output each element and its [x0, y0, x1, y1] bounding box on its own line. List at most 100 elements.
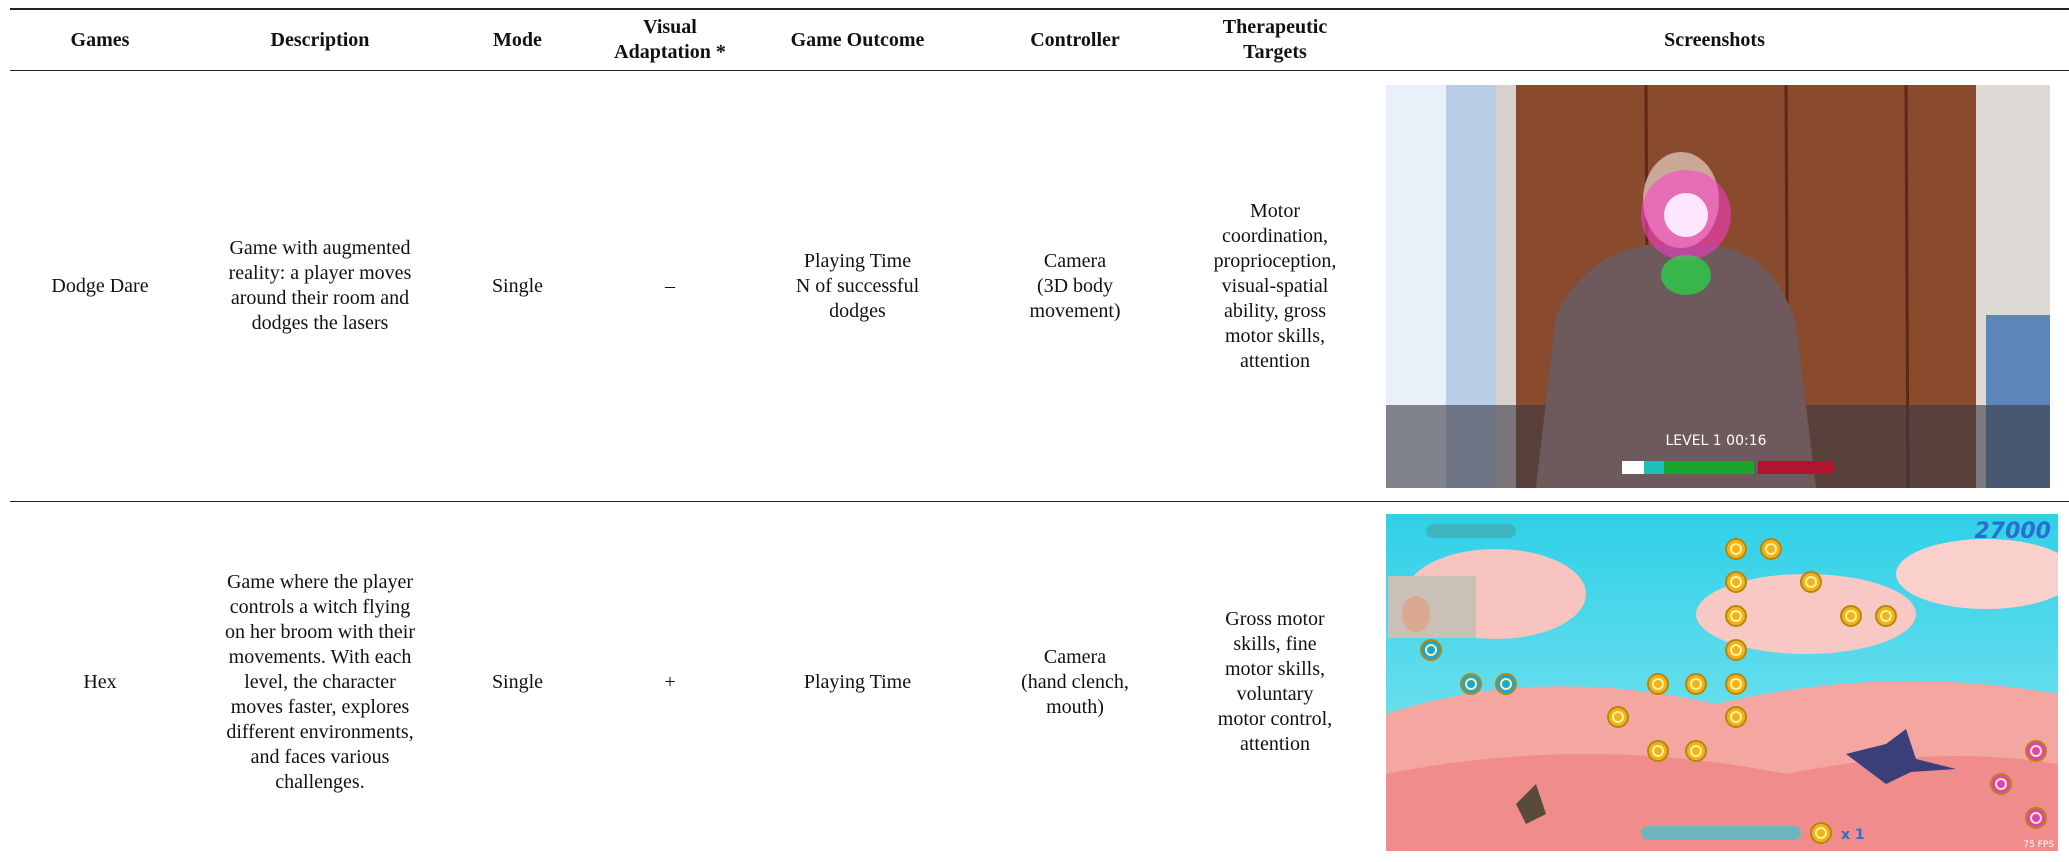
text-line: controls a witch flying — [194, 595, 446, 620]
coin-body — [1801, 572, 1821, 592]
text-line: Game where the player — [194, 570, 446, 595]
column-header: Game Outcome — [755, 9, 960, 71]
table-cell: Single — [450, 71, 585, 502]
coin — [1726, 572, 1746, 592]
text-line: Screenshots — [1364, 28, 2065, 53]
text-line: Single — [454, 670, 581, 695]
text-line: dodges — [759, 299, 956, 324]
coin — [1841, 606, 1861, 626]
fps: 75 FPS — [2023, 840, 2054, 850]
coin — [1461, 674, 1481, 694]
column-header: Screenshots — [1360, 9, 2069, 71]
coin-body — [1811, 823, 1831, 843]
target-glow — [1661, 255, 1711, 295]
coin-body — [1726, 707, 1746, 727]
text-line: different environments, — [194, 720, 446, 745]
text-line: and faces various — [194, 745, 446, 770]
text-line: Controller — [964, 28, 1186, 53]
text-line: (hand clench, — [964, 670, 1186, 695]
text-line: Description — [194, 28, 446, 53]
table-cell: Dodge Dare — [10, 71, 190, 502]
text-line: Targets — [1194, 40, 1356, 65]
webcam-inset — [1388, 576, 1476, 638]
coin — [1496, 674, 1516, 694]
text-line: attention — [1194, 732, 1356, 757]
table-cell: Single — [450, 502, 585, 862]
coin-body — [1496, 674, 1516, 694]
bar-segment — [1758, 461, 1834, 474]
coin-body — [1726, 572, 1746, 592]
text-line: attention — [1194, 349, 1356, 374]
coin-body — [1686, 674, 1706, 694]
text-line: + — [589, 670, 751, 695]
text-line: Mode — [454, 28, 581, 53]
multiplier: x 1 — [1841, 827, 1865, 843]
text-line: Motor — [1194, 199, 1356, 224]
coin — [1876, 606, 1896, 626]
laser-core — [1664, 193, 1708, 237]
coin-body — [1608, 707, 1628, 727]
text-line: movement) — [964, 299, 1186, 324]
column-header: Games — [10, 9, 190, 71]
text-line: visual-spatial — [1194, 274, 1356, 299]
text-line: on her broom with their — [194, 620, 446, 645]
coin-body — [2026, 808, 2046, 828]
screenshot-cell: LEVEL 1 00:16 — [1360, 71, 2069, 502]
coin-body — [1876, 606, 1896, 626]
bar-segment — [1664, 461, 1754, 474]
coin-body — [1461, 674, 1481, 694]
bar-segment — [1644, 461, 1664, 474]
table-cell: Playing Time — [755, 502, 960, 862]
coin — [2026, 808, 2046, 828]
text-line: movements. With each — [194, 645, 446, 670]
coin — [1801, 572, 1821, 592]
coin — [2026, 741, 2046, 761]
text-line: Gross motor — [1194, 607, 1356, 632]
text-line: dodges the lasers — [194, 311, 446, 336]
coin-body — [1841, 606, 1861, 626]
text-line: Therapeutic — [1194, 15, 1356, 40]
table-cell: Hex — [10, 502, 190, 862]
coin — [1421, 640, 1441, 660]
table-cell: + — [585, 502, 755, 862]
text-line: (3D body — [964, 274, 1186, 299]
text-line: skills, fine — [1194, 632, 1356, 657]
text-line: Single — [454, 274, 581, 299]
screenshot-cell: 27000 x 1 75 FPS — [1360, 502, 2069, 862]
coin-body — [1761, 539, 1781, 559]
text-line: motor skills, — [1194, 657, 1356, 682]
text-line: Dodge Dare — [14, 274, 186, 299]
column-header: Controller — [960, 9, 1190, 71]
bar-segment — [1622, 461, 1644, 474]
coin — [1726, 640, 1746, 660]
coin — [1991, 774, 2011, 794]
coin-body — [1686, 741, 1706, 761]
table-cell: – — [585, 71, 755, 502]
text-line: voluntary — [1194, 682, 1356, 707]
column-header: Mode — [450, 9, 585, 71]
score: 27000 — [1974, 519, 2051, 544]
coin-body — [1726, 640, 1746, 660]
level-label: LEVEL 1 00:16 — [1665, 433, 1766, 449]
coin-body — [1421, 640, 1441, 660]
text-line: coordination, — [1194, 224, 1356, 249]
text-line: around their room and — [194, 286, 446, 311]
text-line: N of successful — [759, 274, 956, 299]
text-line: Camera — [964, 249, 1186, 274]
text-line: moves faster, explores — [194, 695, 446, 720]
text-line: Game Outcome — [759, 28, 956, 53]
coin — [1726, 707, 1746, 727]
coin — [1726, 674, 1746, 694]
text-line: challenges. — [194, 770, 446, 795]
text-line: Playing Time — [759, 670, 956, 695]
